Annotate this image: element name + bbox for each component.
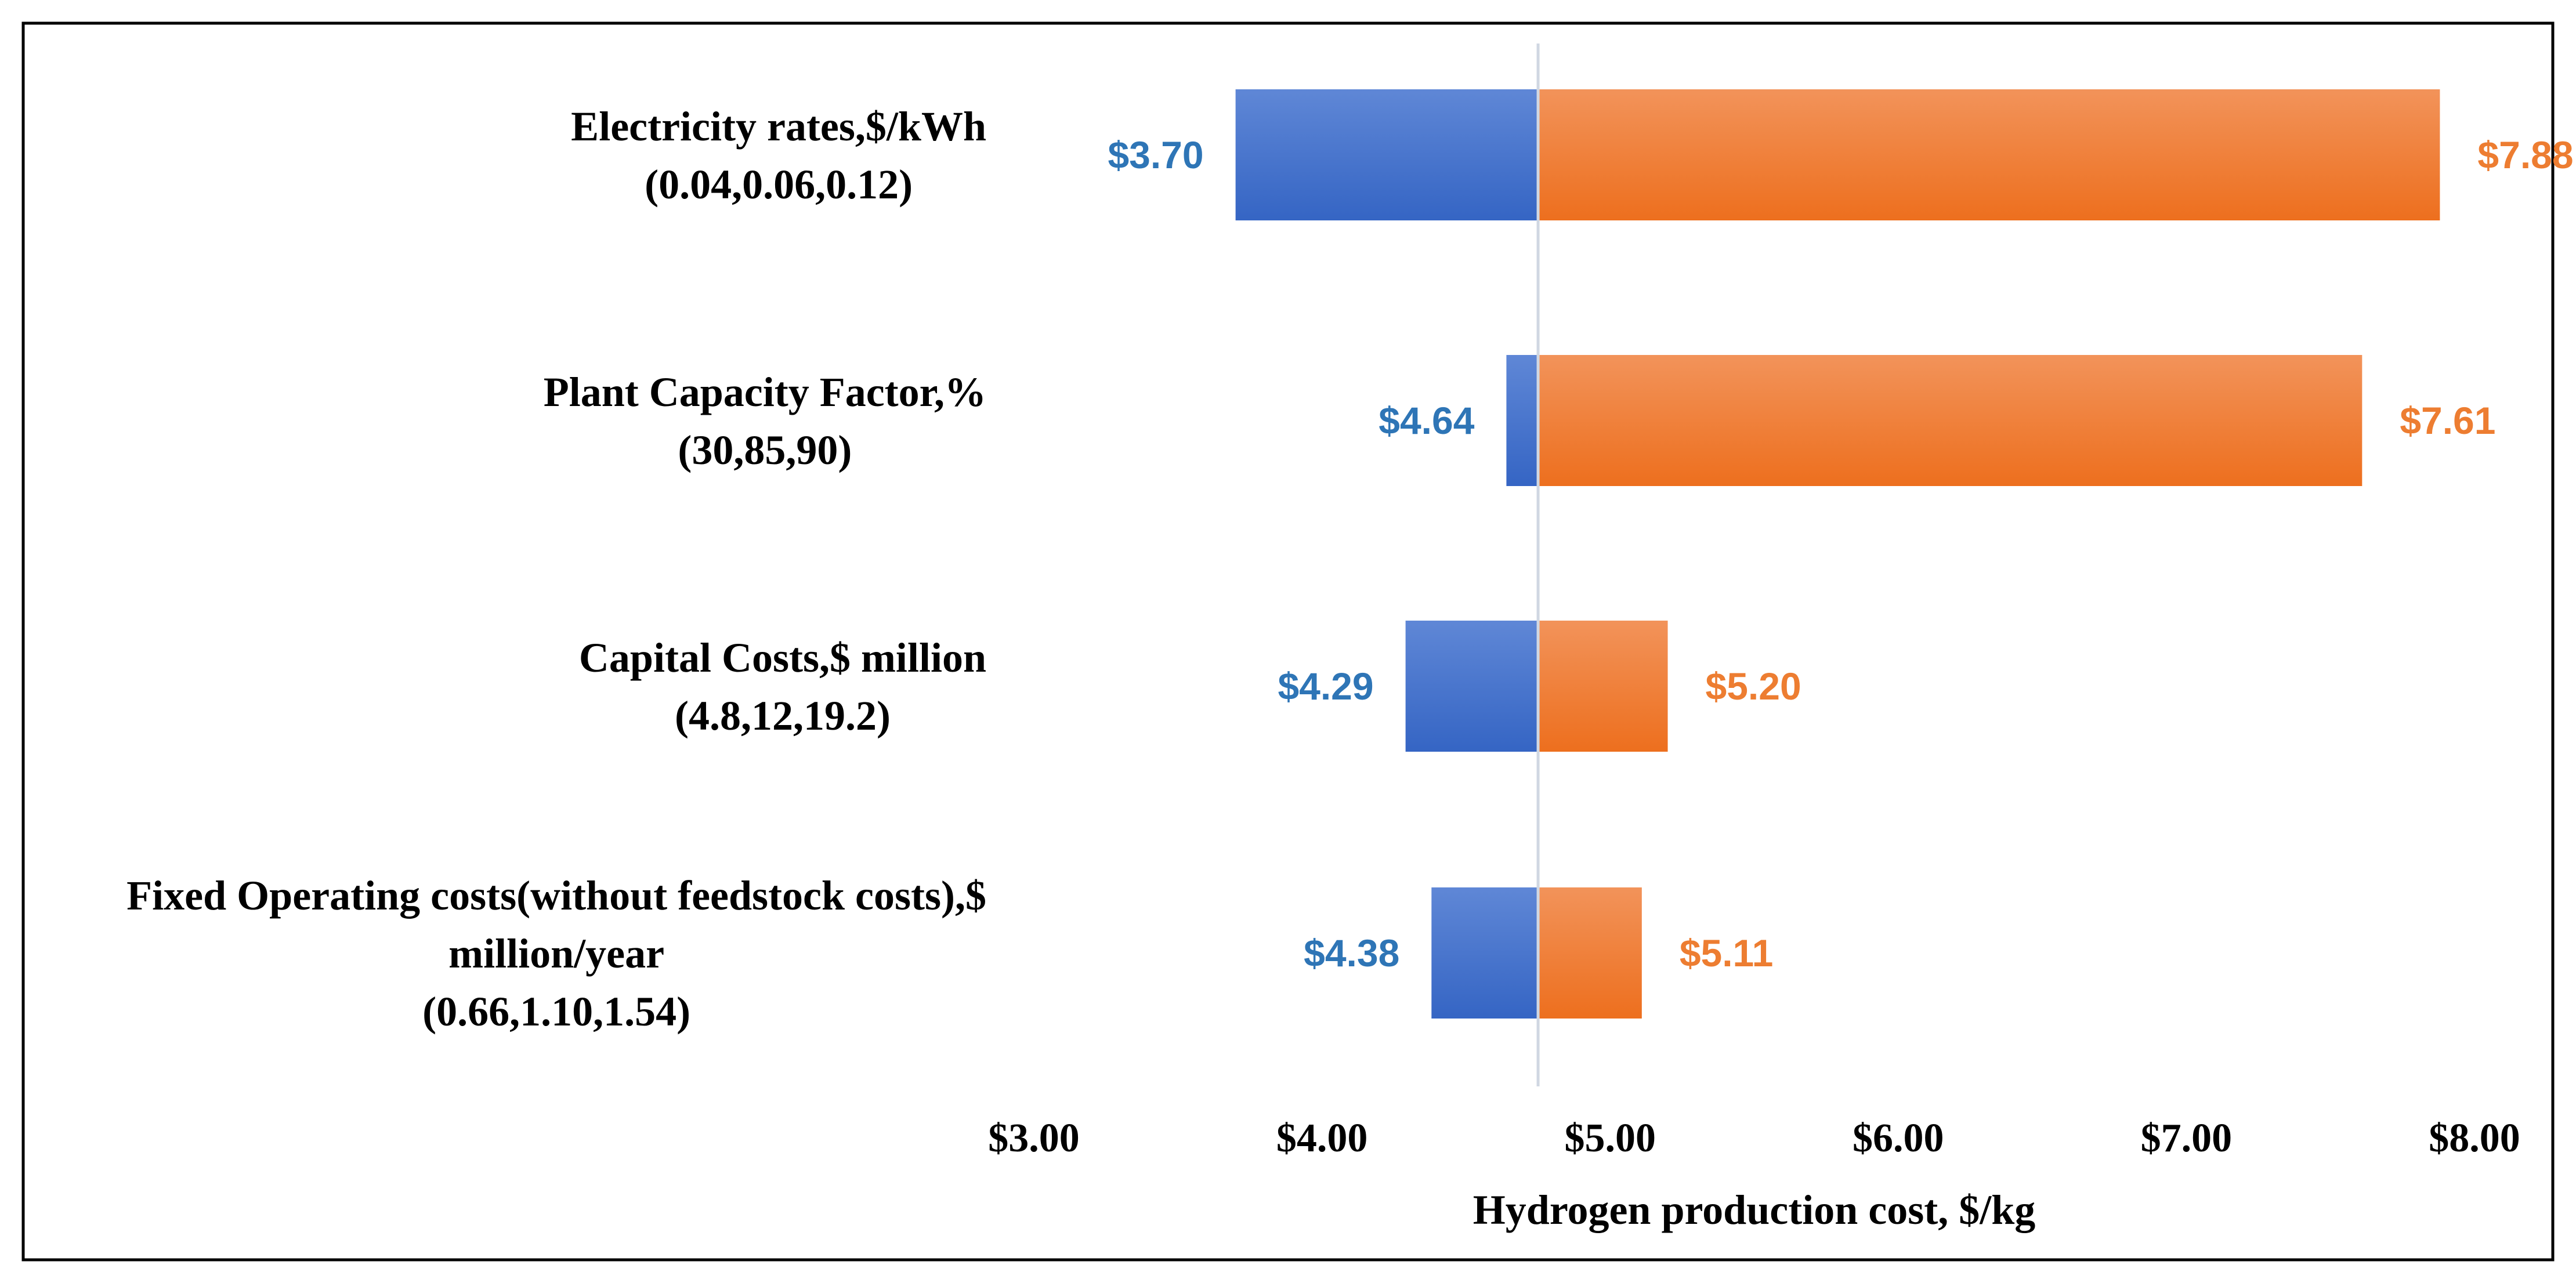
category-label-3-line-2: (4.8,12,19.2) <box>675 693 891 739</box>
x-tick-label-4: $6.00 <box>1853 1116 1944 1161</box>
bar-low-3 <box>1405 621 1539 752</box>
data-label-high-3: $5.20 <box>1706 665 1801 708</box>
category-label-4-line-2: million/year <box>448 930 664 977</box>
data-label-high-1: $7.88 <box>2477 133 2573 176</box>
bar-high-4 <box>1538 887 1642 1019</box>
category-label-3-line-1: Capital Costs,$ million <box>579 635 986 681</box>
data-label-low-4: $4.38 <box>1304 932 1399 974</box>
x-tick-label-5: $7.00 <box>2141 1116 2233 1161</box>
x-tick-label-6: $8.00 <box>2429 1116 2520 1161</box>
category-label-4-line-1: Fixed Operating costs(without feedstock … <box>126 872 986 919</box>
bar-high-2 <box>1538 355 2362 486</box>
bar-high-3 <box>1538 621 1668 752</box>
data-label-high-2: $7.61 <box>2400 399 2495 442</box>
bar-high-1 <box>1538 89 2440 220</box>
chart-border <box>21 21 2555 1262</box>
bar-low-1 <box>1235 89 1539 220</box>
labels-layer: $3.70 $7.88 Electricity rates,$/kWh (0.04,0… <box>126 103 2573 1035</box>
category-label-4-line-3: (0.66,1.10,1.54) <box>422 988 690 1035</box>
category-label-1-line-1: Electricity rates,$/kWh <box>571 103 986 150</box>
data-label-high-4: $5.11 <box>1680 932 1774 974</box>
bars-layer <box>1235 89 2440 1019</box>
category-label-2-line-2: (30,85,90) <box>678 427 852 473</box>
bar-low-4 <box>1431 887 1539 1019</box>
data-label-low-2: $4.64 <box>1379 399 1474 442</box>
category-label-2-line-1: Plant Capacity Factor,% <box>544 369 986 415</box>
data-label-low-3: $4.29 <box>1278 665 1373 708</box>
x-axis: $3.00 $4.00 $5.00 $6.00 $7.00 $8.00 Hydrogen p… <box>988 44 2520 1233</box>
x-tick-label-2: $4.00 <box>1276 1116 1368 1161</box>
bar-low-2 <box>1506 355 1539 486</box>
category-label-1-line-2: (0.04,0.06,0.12) <box>645 161 913 208</box>
data-label-low-1: $3.70 <box>1108 133 1203 176</box>
x-tick-label-1: $3.00 <box>988 1116 1080 1161</box>
x-axis-title: Hydrogen production cost, $/kg <box>1473 1187 2035 1233</box>
x-tick-label-3: $5.00 <box>1564 1116 1656 1161</box>
